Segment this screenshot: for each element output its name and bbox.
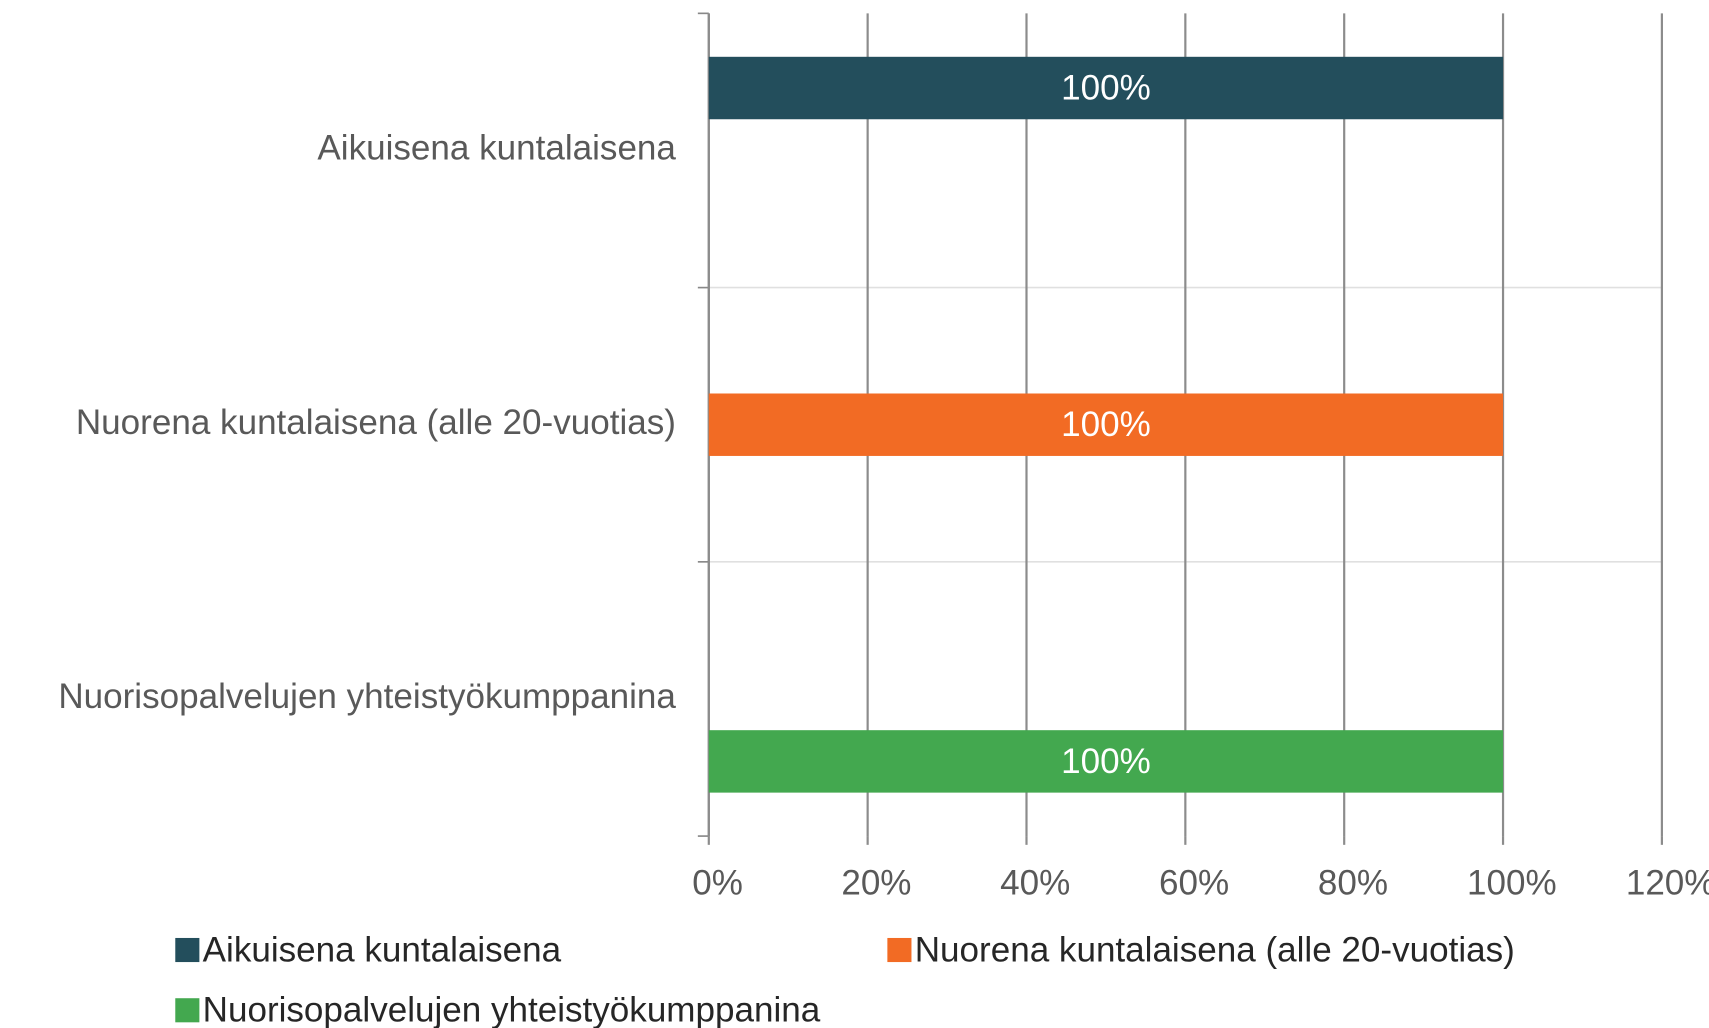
legend-label: Nuorisopalvelujen yhteistyökumppanina [203, 991, 821, 1028]
x-tick-label: 120% [1626, 864, 1709, 903]
x-tick-label: 0% [692, 864, 743, 903]
y-tick-label: Aikuisena kuntalaisena [317, 129, 676, 168]
value-label: 100% [1061, 68, 1151, 107]
y-tick-label: Nuorisopalvelujen yhteistyökumppanina [58, 677, 676, 716]
value-label: 100% [1061, 405, 1151, 444]
legend-swatch [175, 998, 200, 1023]
x-tick-label: 100% [1467, 864, 1557, 903]
value-label: 100% [1061, 742, 1151, 781]
x-tick-label: 80% [1318, 864, 1388, 903]
x-tick-label: 40% [1000, 864, 1070, 903]
bar [708, 393, 1504, 456]
legend-swatch [175, 937, 200, 963]
legend-swatch [887, 937, 912, 963]
y-tick-label: Nuorena kuntalaisena (alle 20-vuotias) [76, 403, 676, 442]
bar [708, 56, 1504, 120]
x-tick-label: 60% [1159, 864, 1229, 903]
legend-label: Nuorena kuntalaisena (alle 20-vuotias) [915, 930, 1515, 969]
legend-label: Aikuisena kuntalaisena [203, 930, 562, 969]
x-tick-label: 20% [841, 864, 911, 903]
bar [708, 730, 1504, 793]
